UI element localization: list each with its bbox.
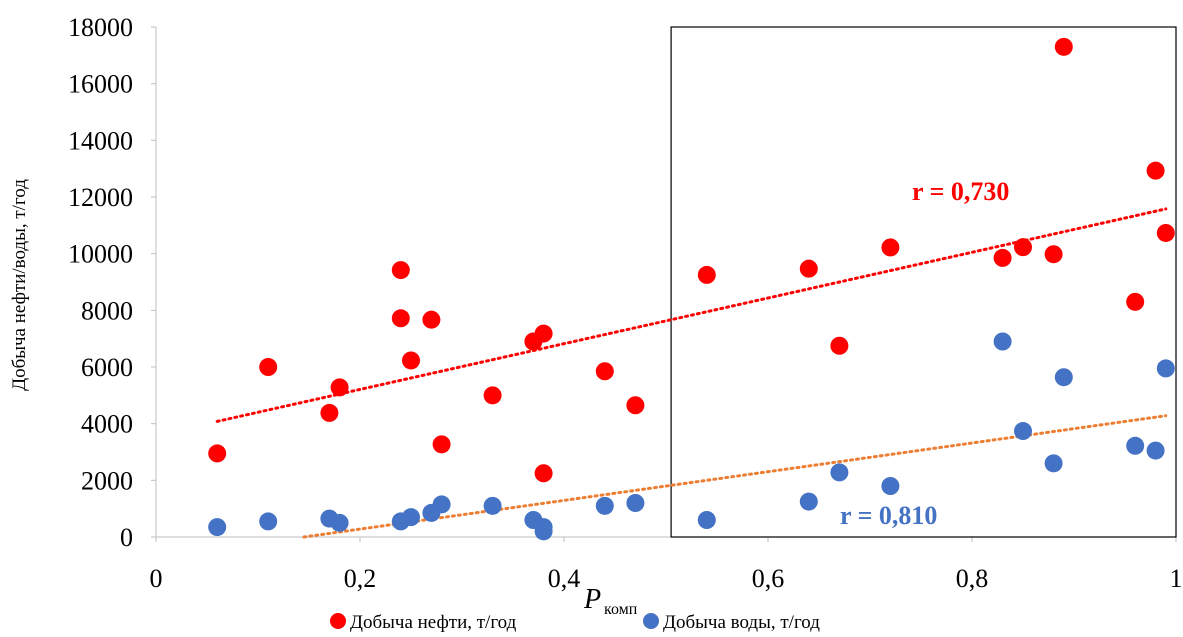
correlation-label-oil: r = 0,730 — [912, 177, 1009, 206]
data-point-oil — [330, 378, 349, 397]
data-point-water — [799, 492, 818, 511]
x-tick-label: 0,6 — [752, 564, 785, 593]
data-point-water — [1146, 441, 1165, 460]
x-tick-label: 1 — [1170, 564, 1183, 593]
data-point-oil — [259, 358, 278, 376]
data-point-oil — [830, 336, 849, 355]
data-point-water — [534, 522, 553, 541]
y-axis-label: Добыча нефти/воды, т/год — [9, 179, 30, 391]
data-point-oil — [402, 351, 420, 370]
data-point-oil — [799, 259, 818, 278]
data-point-water — [993, 332, 1012, 351]
highlight-box — [670, 26, 1177, 538]
legend-label-water: Добыча воды, т/год — [663, 612, 820, 633]
y-tick-label: 10000 — [68, 240, 133, 269]
chart-labels: r = 0,730 r = 0,810 — [840, 177, 1009, 530]
data-point-water — [1156, 359, 1175, 378]
data-point-water — [1014, 422, 1032, 441]
data-point-oil — [534, 464, 553, 483]
data-point-oil — [993, 248, 1012, 267]
data-point-water — [1054, 368, 1073, 387]
data-point-oil — [483, 386, 502, 405]
data-point-oil — [1126, 292, 1145, 311]
x-tick-label: 0 — [150, 564, 163, 593]
data-point-water — [626, 494, 645, 512]
data-point-oil — [534, 324, 553, 343]
data-point-oil — [697, 265, 716, 284]
data-points — [208, 37, 1175, 541]
data-point-water — [1044, 454, 1063, 473]
y-tick-label: 8000 — [81, 296, 133, 325]
trend-lines — [215, 207, 1168, 539]
data-point-oil — [391, 309, 410, 328]
trend-line-oil — [215, 207, 1168, 423]
highlight-rectangle — [670, 26, 1177, 538]
x-axis-label: P — [583, 584, 601, 615]
data-point-oil — [320, 403, 339, 422]
y-tick-label: 12000 — [68, 183, 133, 212]
legend: Добыча нефти, т/год Добыча воды, т/год — [330, 612, 820, 633]
correlation-label-water: r = 0,810 — [840, 501, 937, 530]
data-point-water — [330, 513, 349, 532]
data-point-water — [259, 512, 278, 531]
data-point-water — [595, 496, 614, 515]
x-tick-label: 0,4 — [548, 564, 581, 593]
data-point-oil — [1044, 245, 1063, 264]
y-tick-label: 18000 — [68, 13, 133, 42]
data-point-water — [697, 511, 716, 529]
data-point-oil — [391, 261, 410, 280]
x-axis-label-main: P — [583, 584, 601, 615]
data-point-oil — [881, 238, 900, 257]
data-point-oil — [432, 435, 451, 454]
data-point-oil — [208, 444, 227, 463]
y-tick-label: 16000 — [68, 70, 133, 99]
data-point-water — [402, 508, 420, 527]
y-tick-label: 14000 — [68, 126, 133, 155]
legend-marker-oil — [330, 613, 346, 629]
data-point-oil — [1146, 161, 1165, 180]
y-tick-label: 2000 — [81, 466, 133, 495]
x-axis-label-subscript: комп — [604, 601, 638, 618]
data-point-water — [881, 477, 900, 495]
y-tick-label: 0 — [120, 523, 133, 552]
x-tick-label: 0,2 — [344, 564, 377, 593]
y-tick-label: 4000 — [81, 410, 133, 439]
data-point-oil — [1156, 223, 1175, 242]
data-point-water — [432, 495, 451, 514]
data-point-oil — [595, 362, 614, 381]
legend-label-oil: Добыча нефти, т/год — [350, 612, 517, 633]
axes: 0 2000 4000 6000 8000 10000 12000 14000 16000 180… — [68, 13, 1183, 593]
data-point-oil — [1014, 238, 1032, 257]
data-point-oil — [626, 396, 645, 415]
legend-marker-water — [643, 613, 659, 629]
y-tick-label: 6000 — [81, 353, 133, 382]
data-point-oil — [1054, 37, 1073, 56]
data-point-water — [830, 463, 849, 482]
data-point-water — [483, 496, 502, 515]
data-point-water — [1126, 436, 1145, 455]
data-point-water — [208, 518, 227, 537]
x-tick-label: 0,8 — [956, 564, 989, 593]
data-point-oil — [422, 310, 441, 329]
